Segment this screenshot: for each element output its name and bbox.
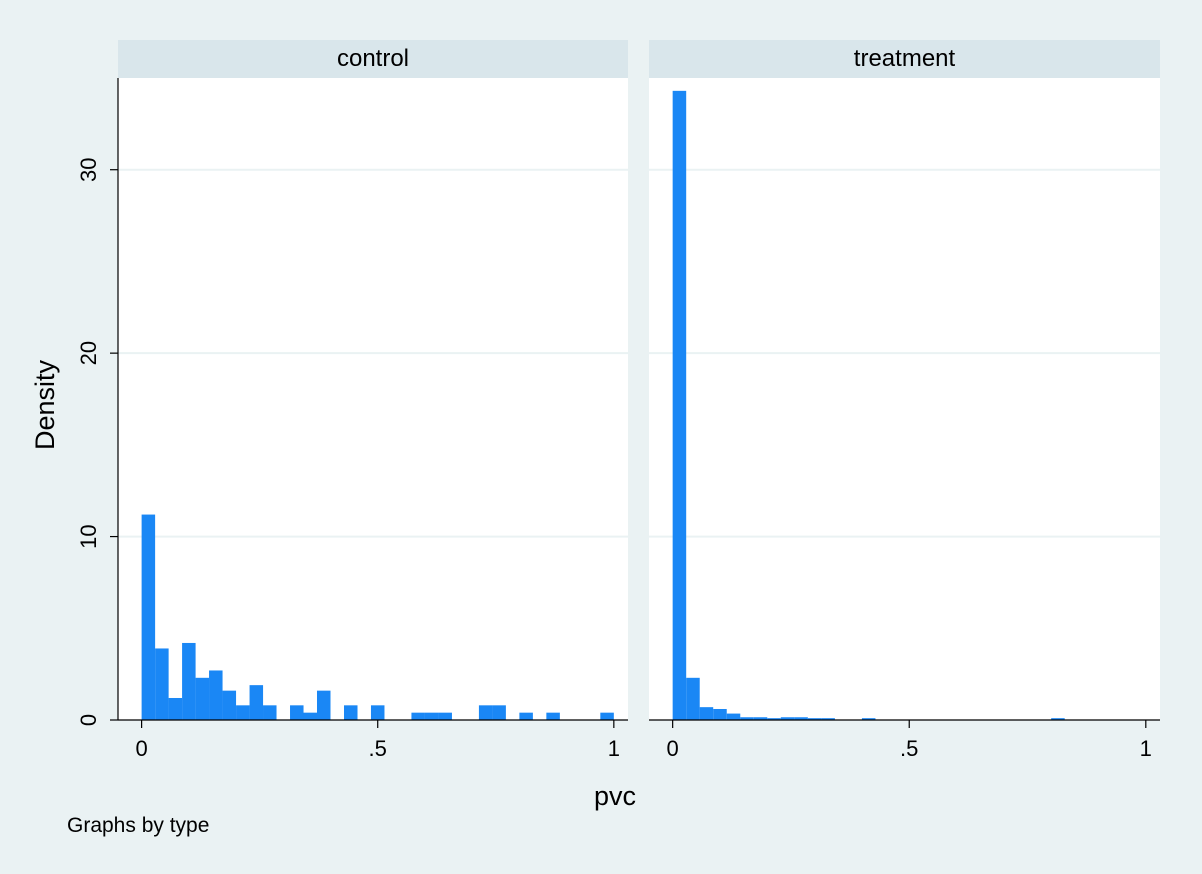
histogram-bar [726, 713, 741, 720]
histogram-bar [141, 514, 156, 720]
y-axis-title: Density [30, 359, 60, 450]
x-axis-title: pvc [594, 781, 636, 811]
x-tick-label: .5 [900, 736, 918, 761]
panel-title-treatment: treatment [854, 45, 956, 72]
histogram-bar [672, 90, 687, 721]
histogram-bar [740, 717, 754, 720]
histogram-bar [249, 685, 264, 720]
y-tick-label: 20 [76, 341, 101, 365]
plot-area-treatment [649, 78, 1160, 720]
histogram-bar [699, 707, 714, 720]
panel-title-control: control [337, 45, 409, 72]
histogram-bar [546, 712, 560, 720]
histogram-bar [600, 712, 614, 720]
histogram-bar [780, 717, 795, 720]
x-tick-label: 1 [1140, 736, 1152, 761]
histogram-bar [821, 718, 835, 720]
histogram-bar [686, 677, 700, 720]
histogram-bar [236, 705, 250, 720]
histogram-bar [492, 705, 506, 720]
bars [141, 90, 1065, 721]
histogram-bar [316, 690, 331, 720]
panel-header-control-bg [118, 40, 628, 78]
histogram-bar [807, 718, 822, 720]
y-tick-label: 10 [76, 524, 101, 548]
histogram-bar [478, 705, 493, 720]
y-tick-label: 0 [76, 714, 101, 726]
histogram-bar [182, 642, 196, 720]
plot-area-control [118, 78, 628, 720]
histogram-bar [222, 690, 237, 720]
histogram-bar [344, 705, 358, 720]
histogram-bar [168, 697, 183, 720]
histogram-bar [519, 712, 533, 720]
x-tick-label: .5 [369, 736, 387, 761]
histogram-bar [195, 677, 210, 720]
histogram-bar [370, 705, 385, 720]
histogram-bar [290, 705, 304, 720]
histogram-bar [713, 708, 727, 720]
y-tick-label: 30 [76, 157, 101, 181]
histogram-bar [155, 648, 169, 720]
histogram-bar [753, 717, 768, 720]
histogram-bar [209, 670, 223, 720]
histogram-bar [424, 712, 439, 720]
panel-header-treatment-bg [649, 40, 1160, 78]
histogram-bar [767, 718, 781, 720]
histogram-bar [794, 717, 808, 720]
gridlines [118, 168, 1160, 538]
x-tick-label: 0 [667, 736, 679, 761]
x-tick-label: 1 [608, 736, 620, 761]
histogram-bar [438, 712, 452, 720]
histogram-bar [1051, 718, 1065, 720]
histogram-bar [861, 718, 876, 720]
histogram-bar [263, 705, 277, 720]
x-tick-label: 0 [135, 736, 147, 761]
histogram-bar [303, 712, 317, 720]
graphs-by-note: Graphs by type [67, 814, 209, 837]
histogram-bar [411, 712, 425, 720]
